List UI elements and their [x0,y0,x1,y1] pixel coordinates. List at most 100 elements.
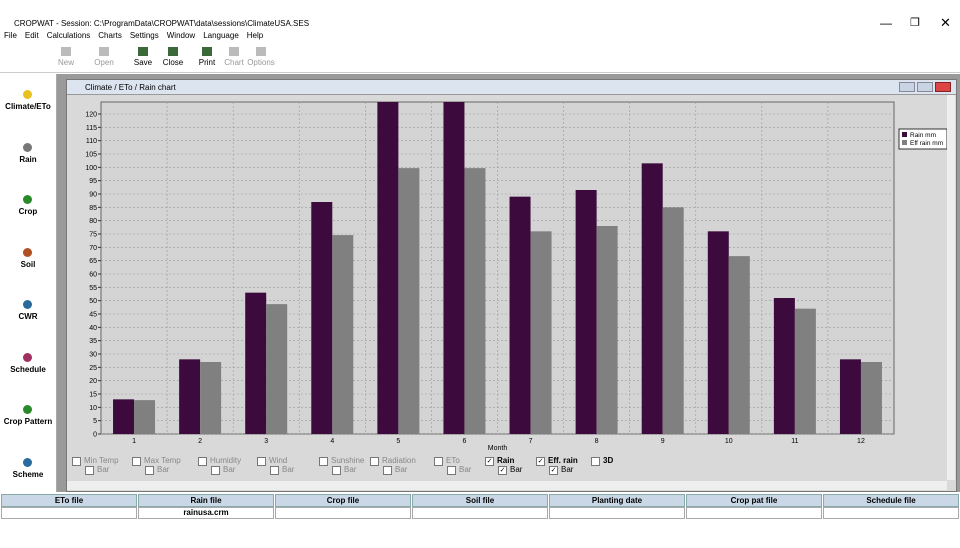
checkbox[interactable]: ✓ [536,457,545,466]
y-tick-label: 80 [89,218,97,225]
close[interactable]: ✕ [940,15,951,30]
y-tick-label: 10 [89,405,97,412]
checkbox[interactable] [434,457,443,466]
status-bar: ETo file Rain file rainusa.crm Crop file Soi… [0,494,960,520]
y-tick-label: 60 [89,272,97,279]
legend-label: Rain mm [910,132,936,139]
y-tick-label: 115 [86,125,97,132]
menu-item[interactable]: File [4,31,17,40]
checkbox[interactable] [319,457,328,466]
y-tick-label: 105 [85,152,97,159]
h-scrollbar[interactable] [67,481,947,490]
checkbox[interactable] [72,457,81,466]
checkbox[interactable]: ✓ [485,457,494,466]
x-tick-label: 2 [198,438,202,445]
sidebar-button[interactable]: Crop Pattern [3,417,53,426]
toolbar-icon [202,47,212,56]
checkbox[interactable] [132,457,141,466]
toolbar-button[interactable]: Print [198,58,216,67]
menu-item[interactable]: Help [246,31,264,40]
status-value [412,507,548,519]
bar [377,102,399,434]
checkbox[interactable] [332,466,341,475]
menu-item[interactable]: Calculations [46,31,91,40]
sidebar-button[interactable]: Scheme [12,469,44,479]
y-tick-label: 15 [89,392,97,399]
sidebar-button[interactable]: Crop [18,207,38,216]
child-title: Climate / ETo / Rain chart [85,83,176,92]
toolbar-button[interactable]: Chart [224,58,244,67]
x-tick-label: 9 [661,438,665,445]
x-tick-label: 3 [264,438,268,445]
checkbox[interactable] [447,466,456,475]
status-header: Soil file [412,494,548,507]
bar [200,362,222,434]
child-close[interactable] [935,82,951,92]
status-value [823,507,959,519]
checkbox[interactable]: ✓ [498,466,507,475]
checkbox[interactable]: ✓ [549,466,558,475]
menu-item[interactable]: Language [203,31,239,40]
sidebar-button[interactable]: Schedule [10,364,46,374]
bar [443,102,465,434]
y-tick-label: 110 [86,138,97,145]
bars [113,102,882,434]
menu-item[interactable]: Charts [98,31,122,40]
bar [530,231,552,434]
checkbox[interactable] [211,466,220,475]
menu-item[interactable]: Window [166,31,196,40]
sidebar-icon [23,195,32,204]
bar [332,235,354,434]
checkbox[interactable] [257,457,266,466]
checkbox[interactable] [383,466,392,475]
sidebar-icon [23,90,32,99]
sidebar-button[interactable]: Rain [19,154,37,164]
checkbox[interactable] [85,466,94,475]
bar [839,359,861,434]
checkbox[interactable] [370,457,379,466]
bar [662,207,684,434]
sidebar-icon [23,142,32,152]
y-tick-label: 25 [89,365,97,372]
toolbar-button[interactable]: Open [94,58,114,67]
checkbox[interactable] [591,457,600,466]
checkbox[interactable] [145,466,154,475]
toolbar-icon [61,47,71,56]
minimize[interactable]: — [880,16,892,30]
sidebar-button[interactable]: Climate/ETo [5,102,51,111]
menu-item[interactable]: Edit [24,31,39,40]
maximize[interactable]: ❐ [910,17,920,29]
checkbox-label: Bar [97,465,110,474]
checkbox-label: 3D [603,456,614,465]
y-tick-label: 40 [89,325,97,332]
checkbox-label: Bar [459,465,472,474]
checkbox-label: Wind [269,456,288,465]
child-maximize[interactable] [917,82,933,92]
checkbox[interactable] [270,466,279,475]
x-tick-label: 8 [595,438,599,445]
sidebar-button[interactable]: CWR [18,312,38,321]
toolbar-button[interactable]: Close [162,58,184,67]
status-value [549,507,685,519]
toolbar-icon [229,47,239,56]
sidebar-button[interactable]: Soil [20,259,36,269]
menu-item[interactable]: Settings [129,31,159,40]
checkbox-label: Min Temp [84,456,119,465]
x-tick-label: 4 [330,438,334,445]
toolbar: New Open Save Close Print Chart Options [0,44,960,73]
title-bar: CROPWAT - Session: C:\ProgramData\CROPWA… [0,0,960,30]
sidebar-icon [23,457,32,467]
status-header: Planting date [549,494,685,507]
toolbar-icon [99,47,109,56]
bar [728,256,750,434]
checkbox[interactable] [198,457,207,466]
status-value: rainusa.crm [138,507,274,519]
toolbar-button[interactable]: Save [133,58,153,67]
child-minimize[interactable] [899,82,915,92]
toolbar-button[interactable]: Options [247,58,275,67]
checkbox-label: Bar [561,465,574,474]
y-tick-label: 65 [89,258,97,265]
toolbar-button[interactable]: New [57,58,74,67]
sidebar-icon [23,300,32,309]
v-scrollbar[interactable] [947,95,955,480]
